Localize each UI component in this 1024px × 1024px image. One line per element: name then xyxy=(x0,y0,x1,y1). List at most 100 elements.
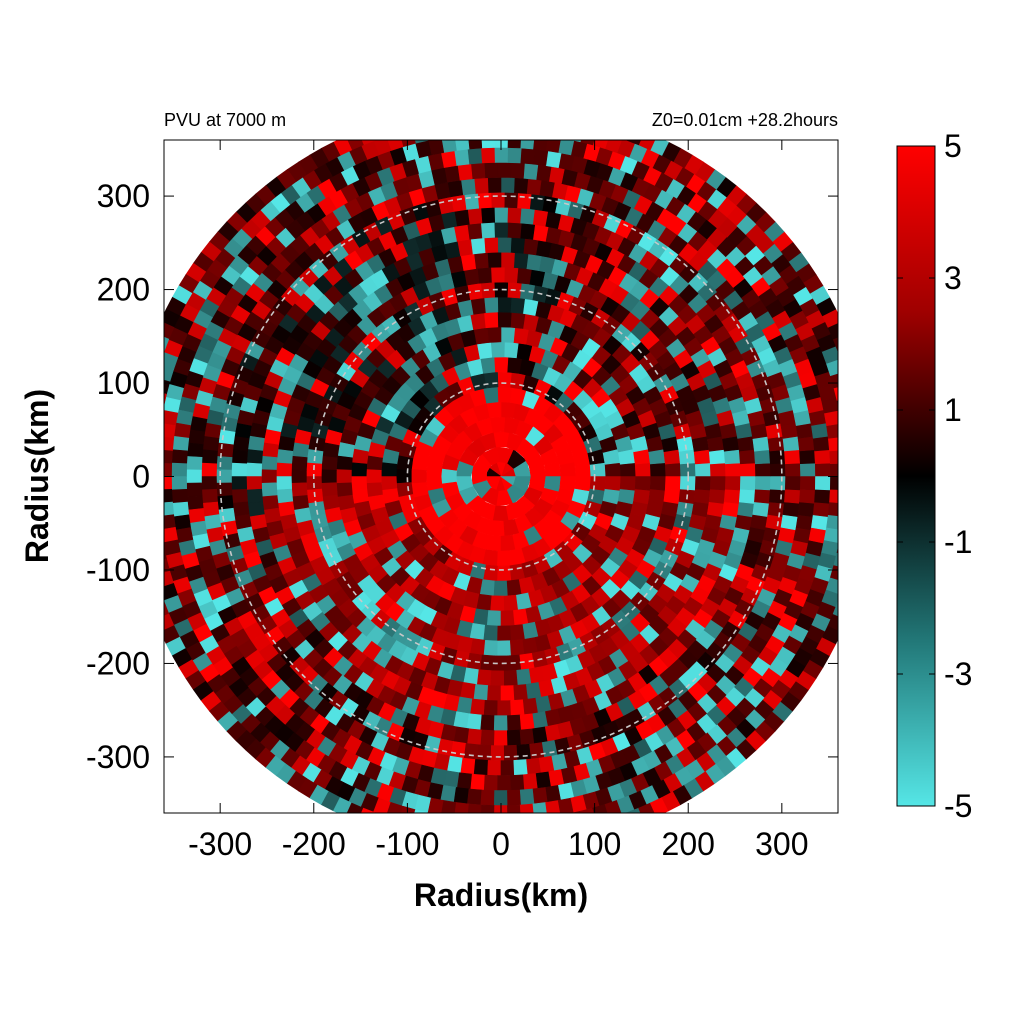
pv-cell xyxy=(216,482,233,497)
pv-cell xyxy=(487,760,502,776)
pv-cell xyxy=(202,501,220,518)
pv-cell xyxy=(829,476,838,490)
pv-cell xyxy=(504,118,518,133)
pv-cell xyxy=(164,570,174,587)
pv-cell xyxy=(507,804,521,813)
pv-cell xyxy=(706,501,725,518)
pv-cell xyxy=(387,802,404,813)
range-ring xyxy=(219,195,783,758)
pv-cell xyxy=(478,820,492,836)
pv-cell xyxy=(557,140,575,156)
pv-cell xyxy=(497,162,512,178)
pv-cell xyxy=(754,476,771,491)
y-tick-label: 200 xyxy=(97,272,150,308)
pv-cell xyxy=(232,501,250,517)
pv-cell xyxy=(487,251,502,268)
pv-cell xyxy=(172,435,190,452)
pv-cell xyxy=(473,684,489,701)
pv-cell xyxy=(852,540,869,556)
pv-cell xyxy=(855,528,872,543)
plot-area xyxy=(130,103,876,848)
pv-cell xyxy=(164,558,171,574)
pv-cell xyxy=(380,476,398,491)
pv-cell xyxy=(739,462,756,477)
pv-cell xyxy=(493,207,509,223)
pv-cell xyxy=(860,489,876,503)
pv-cell xyxy=(722,501,740,518)
pv-cell xyxy=(625,140,627,141)
colorbar-tick-label: 5 xyxy=(944,128,962,164)
pv-cell xyxy=(538,179,555,198)
pv-cell xyxy=(513,177,529,194)
pv-cell xyxy=(172,501,190,518)
pv-cell xyxy=(346,140,364,151)
pv-cell xyxy=(490,192,505,208)
pv-cell xyxy=(476,267,492,284)
pv-cell xyxy=(860,450,876,464)
pv-cell xyxy=(638,802,656,813)
pv-cell xyxy=(519,140,535,150)
pv-cell xyxy=(738,449,756,465)
pv-cell xyxy=(676,501,695,518)
pv-cell xyxy=(164,396,181,414)
pv-cell xyxy=(500,177,515,193)
pv-cell xyxy=(473,252,489,269)
pv-cell xyxy=(784,476,801,491)
pv-cell xyxy=(375,140,377,141)
pv-cell xyxy=(336,469,352,484)
pv-cell xyxy=(840,528,857,543)
pv-cell xyxy=(501,103,514,118)
pv-cell xyxy=(164,308,180,328)
colorbar-tick-label: -5 xyxy=(944,788,972,824)
pv-cell xyxy=(143,508,159,523)
pv-cell xyxy=(411,468,427,485)
pv-cell xyxy=(849,384,867,400)
pv-cell xyxy=(814,476,831,491)
pv-cell xyxy=(592,804,609,813)
pv-cell xyxy=(539,832,554,848)
pv-cell xyxy=(858,502,874,516)
pv-cell xyxy=(724,462,741,477)
pv-cell xyxy=(164,601,170,617)
pv-cell xyxy=(383,118,400,136)
colorbar-tick-label: 3 xyxy=(944,260,962,296)
pv-cell xyxy=(231,449,248,465)
pv-cell xyxy=(529,742,545,760)
pv-cell xyxy=(769,476,786,491)
pv-cell xyxy=(752,501,770,517)
pv-cell xyxy=(812,435,830,452)
pv-cell xyxy=(507,789,522,806)
pv-cell xyxy=(350,462,368,477)
pv-cell xyxy=(829,463,838,477)
pv-cell xyxy=(570,140,582,143)
pv-cell xyxy=(473,759,489,776)
pv-cell xyxy=(130,528,147,543)
pv-cell xyxy=(602,118,619,136)
pv-cell xyxy=(516,192,532,210)
pv-cell xyxy=(664,462,682,477)
pv-cell xyxy=(454,140,470,151)
pv-cell xyxy=(450,741,467,759)
pv-cell xyxy=(574,476,592,492)
pv-cell xyxy=(164,336,170,352)
pv-cell xyxy=(307,435,326,452)
pv-cell xyxy=(470,698,486,716)
pv-cell xyxy=(799,488,816,504)
pv-cell xyxy=(795,514,814,531)
colorbar-gradient xyxy=(896,145,936,807)
pv-cell xyxy=(366,455,383,471)
pv-cell xyxy=(201,462,218,477)
pv-cell xyxy=(164,546,167,560)
pv-cell xyxy=(709,476,727,491)
colorbar-tick-label: 1 xyxy=(944,392,962,428)
pv-cell xyxy=(164,339,183,358)
pv-cell xyxy=(425,461,443,477)
pv-cell xyxy=(421,109,437,126)
pv-cell xyxy=(470,162,486,180)
pv-cell xyxy=(187,508,206,524)
pv-cell xyxy=(277,435,296,452)
pv-cell xyxy=(503,594,519,612)
pv-cell xyxy=(506,207,522,224)
pv-cell xyxy=(503,192,519,209)
